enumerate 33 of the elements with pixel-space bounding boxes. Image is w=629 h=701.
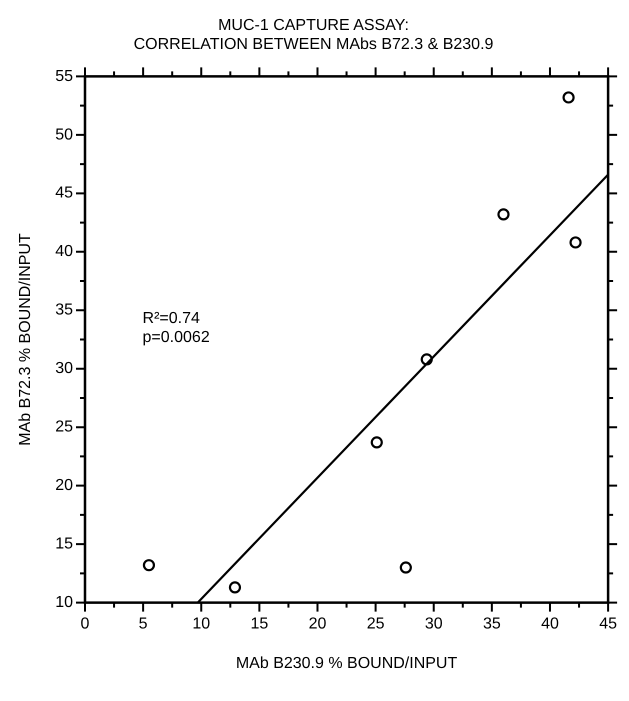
point [142, 559, 156, 572]
x-tick-label: 0 [80, 616, 90, 633]
x-tick-label: 35 [482, 616, 501, 633]
annotation: p=0.0062 [142, 328, 210, 346]
point [370, 436, 383, 448]
annotation: R²=0.74 [142, 310, 200, 327]
y-tick-label: 50 [55, 126, 74, 144]
point [569, 236, 582, 249]
y-axis-title: MAb B72.3 % BOUND/INPUT [17, 233, 34, 446]
x-axis-title: MAb B230.9 % BOUND/INPUT [236, 654, 458, 672]
y-tick-label: 30 [55, 360, 74, 378]
x-tick-label: 25 [366, 616, 385, 633]
x-tick-label: 30 [424, 616, 443, 633]
point [497, 208, 510, 220]
point [400, 561, 412, 574]
y-tick-label: 20 [55, 477, 74, 494]
point [420, 353, 433, 366]
point [562, 91, 575, 104]
x-tick-label: 15 [250, 616, 268, 633]
x-tick-label: 40 [541, 616, 559, 633]
x-tick-label: 45 [599, 616, 618, 633]
x-tick-label: 20 [308, 616, 326, 633]
y-tick-label: 10 [55, 594, 74, 612]
y-tick-label: 55 [55, 68, 74, 85]
x-tick-label: 5 [138, 616, 148, 633]
x-tick-label: 10 [192, 616, 210, 633]
y-tick-label: 40 [55, 243, 74, 260]
y-tick-label: 35 [55, 302, 74, 319]
point [228, 581, 242, 594]
chart-title: MUC-1 CAPTURE ASSAY: CORRELATION BETWEEN MAbs B72.3 & B230.9 [134, 17, 494, 54]
y-tick-label: 15 [55, 536, 74, 553]
y-tick-label: 45 [55, 184, 74, 202]
y-tick-label: 25 [55, 418, 74, 436]
